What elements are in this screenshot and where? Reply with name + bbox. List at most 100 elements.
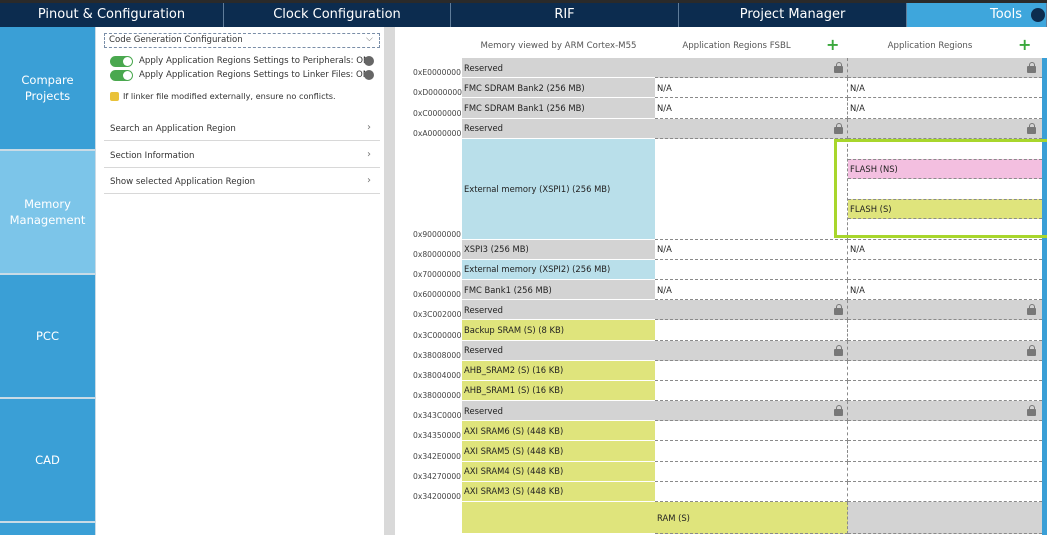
address-label: 0xC0000000: [413, 108, 462, 118]
fsbl-cell: [655, 360, 848, 381]
region-cell[interactable]: Reserved: [462, 118, 655, 139]
fsbl-cell: [655, 320, 848, 341]
lock-body: [834, 409, 843, 417]
lock-shackle: [835, 344, 842, 351]
app-cell: [848, 340, 1042, 361]
app-cell[interactable]: N/A: [848, 239, 1042, 260]
app-cell: [848, 401, 1042, 422]
region-cell[interactable]: Reserved: [462, 401, 655, 422]
region-cell[interactable]: FMC Bank1 (256 MB): [462, 279, 655, 301]
lock-body: [1027, 66, 1036, 73]
app-cell: [848, 259, 1042, 280]
menu-item[interactable]: Search an Application Region: [110, 124, 236, 134]
sidebar-item[interactable]: [0, 523, 95, 535]
menu-item[interactable]: Section Information: [110, 150, 195, 161]
lock-body: [834, 348, 843, 356]
region-cell[interactable]: XSPI3 (256 MB): [462, 239, 655, 260]
dropdown-arrow: ⌵: [366, 34, 373, 44]
app-cell: [848, 481, 1042, 502]
toggle-label: Apply Application Regions Settings to Li…: [139, 70, 370, 80]
add-button[interactable]: +: [826, 35, 840, 54]
region-cell[interactable]: FMC SDRAM Bank1 (256 MB): [462, 98, 655, 119]
info-icon[interactable]: [1031, 8, 1045, 22]
fsbl-cell: [655, 421, 848, 442]
fsbl-cell[interactable]: N/A: [655, 279, 848, 301]
address-label: 0xA0000000: [413, 128, 462, 138]
region-cell[interactable]: AHB_SRAM1 (S) (16 KB): [462, 380, 655, 402]
sidebar-item[interactable]: Compare Projects: [0, 27, 95, 149]
tab[interactable]: Clock Configuration: [224, 3, 451, 27]
info-icon[interactable]: [364, 70, 374, 80]
toggle[interactable]: [110, 56, 133, 67]
address-label: 0x3C000000: [413, 330, 462, 340]
app-region[interactable]: FLASH (S): [848, 199, 1042, 220]
tab[interactable]: RIF: [451, 3, 679, 27]
region-cell[interactable]: External memory (XSPI2) (256 MB): [462, 259, 655, 280]
scrollbar[interactable]: [1042, 58, 1047, 535]
region-cell[interactable]: AXI SRAM5 (S) (448 KB): [462, 441, 655, 462]
app-cell: [848, 138, 1042, 240]
sidebar-item[interactable]: CAD: [0, 399, 95, 521]
toggle-label: Apply Application Regions Settings to Pe…: [139, 56, 370, 66]
app-cell[interactable]: N/A: [848, 98, 1042, 119]
region-cell[interactable]: Reserved: [462, 58, 655, 79]
region-cell[interactable]: FMC SDRAM Bank2 (256 MB): [462, 78, 655, 99]
address-label: 0x38004000: [413, 370, 461, 380]
app-region[interactable]: FLASH (NS): [848, 158, 1042, 180]
app-cell: [848, 461, 1042, 482]
toggle-knob[interactable]: [123, 57, 132, 66]
app-cell[interactable]: N/A: [848, 279, 1042, 301]
dropdown[interactable]: Code Generation Configuration: [104, 33, 380, 48]
fsbl-cell[interactable]: RAM (S): [655, 501, 848, 535]
chevron: ›: [367, 175, 371, 186]
info-icon[interactable]: [364, 56, 374, 66]
address-label: 0x34350000: [413, 431, 461, 441]
fsbl-cell[interactable]: N/A: [655, 98, 848, 119]
address-label: 0x3C002000: [413, 310, 462, 320]
address-label: 0x70000000: [413, 269, 461, 279]
tab[interactable]: Tools: [907, 3, 1047, 27]
fsbl-cell: [655, 300, 848, 321]
fsbl-cell[interactable]: N/A: [655, 239, 848, 260]
address-label: 0x38008000: [413, 350, 461, 360]
lock-body: [1027, 308, 1036, 316]
app-cell[interactable]: N/A: [848, 78, 1042, 99]
fsbl-cell: [655, 380, 848, 402]
add-button[interactable]: +: [1018, 35, 1032, 54]
lock-body: [1027, 409, 1036, 417]
region-cell[interactable]: AXI SRAM4 (S) (448 KB): [462, 461, 655, 482]
tab[interactable]: Pinout & Configuration: [0, 3, 224, 27]
region-cell[interactable]: AXI SRAM6 (S) (448 KB): [462, 421, 655, 442]
fsbl-cell: [655, 481, 848, 502]
toggle-knob[interactable]: [123, 71, 132, 80]
lock-shackle: [835, 62, 842, 68]
address-label: 0x343C0000: [413, 411, 462, 421]
separator: [104, 140, 380, 141]
warning-icon: [110, 92, 119, 101]
fsbl-cell: [655, 461, 848, 482]
fsbl-cell[interactable]: N/A: [655, 78, 848, 99]
region-cell[interactable]: External memory (XSPI1) (256 MB): [462, 138, 655, 240]
region-cell[interactable]: [462, 501, 655, 535]
region-cell[interactable]: Reserved: [462, 340, 655, 361]
app-cell: [848, 441, 1042, 462]
sidebar-item[interactable]: PCC: [0, 275, 95, 397]
column-header: Application Regions: [887, 41, 973, 51]
address-label: 0x342E0000: [413, 451, 461, 461]
toggle[interactable]: [110, 70, 133, 81]
note: If linker file modified externally, ensu…: [123, 91, 336, 101]
top-strip: [0, 0, 1047, 3]
splitter[interactable]: [384, 27, 395, 535]
address-label: 0x60000000: [413, 290, 461, 300]
app-cell: [848, 380, 1042, 402]
menu-item[interactable]: Show selected Application Region: [110, 177, 256, 187]
chevron: ›: [367, 122, 371, 133]
region-cell[interactable]: Backup SRAM (S) (8 KB): [462, 320, 655, 341]
fsbl-cell: [655, 259, 848, 280]
sidebar-item[interactable]: Memory Management: [0, 151, 95, 273]
region-cell[interactable]: AHB_SRAM2 (S) (16 KB): [462, 360, 655, 381]
tab[interactable]: Project Manager: [679, 3, 907, 27]
region-cell[interactable]: AXI SRAM3 (S) (448 KB): [462, 481, 655, 502]
region-cell[interactable]: Reserved: [462, 300, 655, 321]
